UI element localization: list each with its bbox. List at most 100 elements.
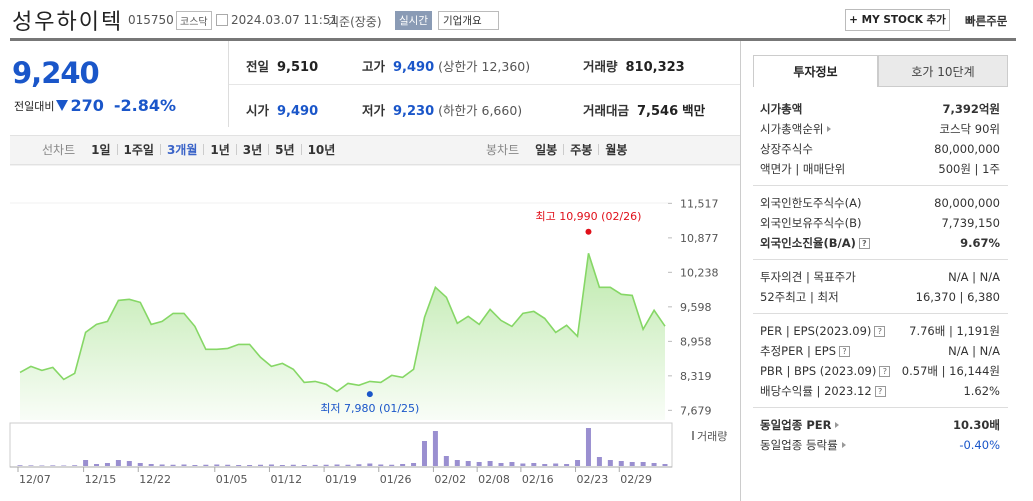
volume-bar [39, 465, 45, 466]
change-row: 전일대비 270 -2.84% [14, 96, 176, 115]
volume-bar [520, 463, 526, 466]
company-info[interactable]: 기업개요 [438, 11, 499, 30]
volume-bar [400, 464, 406, 466]
tab[interactable]: 1년 [210, 143, 230, 157]
tab[interactable]: 1일 [91, 143, 111, 157]
volume-bar [498, 463, 504, 466]
volume-bar [542, 464, 548, 466]
volume-bar [356, 464, 362, 466]
summary-item: 거래량 810,323 [583, 56, 685, 75]
volume-bar [629, 462, 635, 466]
link-arrow [841, 442, 846, 448]
info-value: 16,370 | 6,380 [915, 290, 1000, 304]
tab-group-label: 봉차트 [486, 143, 520, 157]
info-value: 1.62% [963, 384, 1000, 398]
info-label: 외국인보유주식수(B) [760, 216, 862, 230]
tab-group-label: 선차트 [42, 143, 76, 157]
info-label-box: 시가총액순위 [760, 121, 832, 137]
side-tab[interactable]: 호가 10단계 [878, 55, 1008, 87]
help-icon: ? [858, 237, 870, 249]
tab[interactable]: 일봉 [535, 143, 558, 157]
summary-value: 9,490 [393, 60, 435, 75]
info-label-box: 외국인소진율(B/A)? [760, 235, 870, 251]
volume-legend-swatch [692, 431, 694, 440]
datetime: 2024.03.07 11:51 [231, 13, 339, 27]
volume-bar [50, 465, 56, 466]
info-value: 80,000,000 [934, 196, 1000, 210]
info-label: 시가총액순위 [760, 122, 824, 136]
volume-bar [553, 463, 559, 466]
chart: 11,517 10,877 10,238 9,598 8,958 8,319 7,679 최고… [9, 164, 740, 486]
realtime-badge[interactable]: 실시간 [395, 11, 432, 30]
group-divider [753, 259, 1008, 260]
info-value: 0.57배 | 16,144원 [901, 364, 1000, 378]
basis: 기준(장중) [328, 15, 382, 29]
change: 270 [70, 96, 104, 115]
stock-code: 015750 [128, 13, 174, 27]
info-label-box: PBR | BPS (2023.09)? [760, 364, 891, 378]
y-tick-label: 11,517 [680, 197, 719, 210]
help-icon: ? [879, 365, 891, 377]
tab-separator [563, 144, 565, 155]
volume-legend: 거래량 [697, 430, 727, 443]
tab[interactable]: 5년 [275, 143, 295, 157]
volume-bar [640, 462, 646, 466]
tab[interactable]: 주봉 [570, 143, 593, 157]
info-row: PER | EPS(2023.09)? 7.76배 | 1,191원 [760, 321, 1000, 341]
group-divider [753, 407, 1008, 408]
info-value: 코스닥 90위 [939, 122, 1000, 136]
info-value: 7,392억원 [942, 102, 1000, 116]
info-label-box: 동일업종 PER [760, 417, 840, 433]
summary-label: 거래량 [583, 59, 618, 74]
divider [228, 41, 229, 127]
info-label-box: 액면가 | 매매단위 [760, 161, 845, 177]
info-label: 외국인소진율(B/A) [760, 236, 856, 250]
volume-bar [389, 464, 395, 466]
low-label: 최저 7,980 (01/25) [320, 402, 419, 415]
volume-bar [104, 463, 110, 466]
my-stock-button[interactable]: + MY STOCK 추가 [845, 9, 950, 31]
summary-value: 810,323 [625, 60, 685, 75]
volume-bar [575, 460, 581, 466]
price-line [19, 253, 666, 393]
info-row: 시가총액순위 코스닥 90위 [760, 119, 1000, 139]
volume-bar [236, 465, 242, 466]
info-value: 80,000,000 [934, 142, 1000, 156]
volume-bar [247, 465, 253, 466]
tab[interactable]: 1주일 [123, 143, 154, 157]
info-value: N/A | N/A [948, 344, 1000, 358]
summary-label: 거래대금 [583, 103, 630, 118]
info-label-box: 투자의견 | 목표주가 [760, 269, 856, 285]
tab[interactable]: 3개월 [166, 143, 198, 157]
info-value: 10.30배 [953, 418, 1000, 432]
info-label: 외국인한도주식수(A) [760, 196, 862, 210]
volume-bar [585, 428, 591, 466]
volume-bar [61, 465, 67, 466]
volume-bar [214, 464, 220, 466]
volume-bar [159, 464, 165, 466]
info-label: 액면가 | 매매단위 [760, 162, 846, 176]
volume-bar [17, 465, 23, 466]
summary-label: 시가 [246, 103, 270, 118]
market-badge: 코스닥 [176, 11, 212, 30]
volume-bar [83, 460, 89, 466]
summary-label: 고가 [362, 59, 386, 74]
quick-order[interactable]: 빠른주문 [965, 14, 1008, 28]
volume-bar [487, 461, 493, 466]
info-value: -0.40% [959, 438, 1000, 452]
high-marker [585, 228, 592, 235]
side-tab[interactable]: 투자정보 [753, 55, 878, 87]
header-rule [10, 38, 1016, 41]
tab-separator [300, 144, 302, 155]
volume-bar [509, 462, 515, 466]
group-divider [753, 313, 1008, 314]
info-label-box: 상장주식수 [760, 141, 813, 157]
tab[interactable]: 월봉 [605, 143, 628, 157]
tab[interactable]: 10년 [307, 143, 336, 157]
x-tick-label: 12/22 [139, 473, 171, 486]
info-label: 동일업종 PER [760, 418, 832, 432]
tab[interactable]: 3년 [242, 143, 263, 157]
info-label-box: PER | EPS(2023.09)? [760, 324, 886, 338]
summary-item: 전일 9,510 [246, 56, 318, 75]
info-row: 시가총액 7,392억원 [760, 99, 1000, 119]
